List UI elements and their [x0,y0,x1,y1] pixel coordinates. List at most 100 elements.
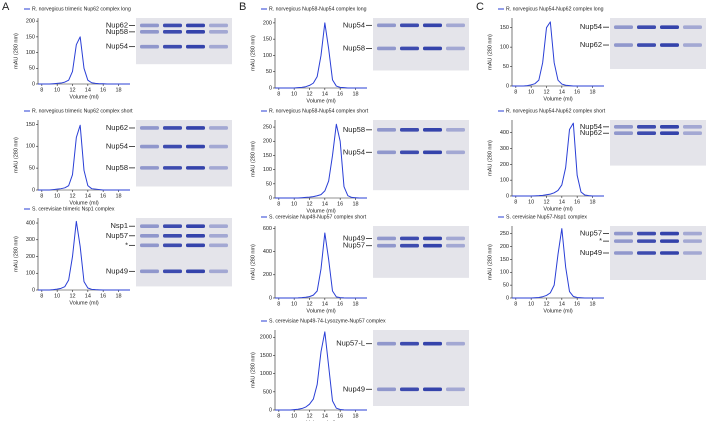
legend-label: R. norvegicus trimeric Nup62 complex sho… [32,108,133,114]
gel-label: Nup62 [580,128,602,137]
gel-band [209,30,228,34]
gel-band [614,251,633,255]
gel-band [614,231,633,236]
gel-band [163,126,182,130]
x-tick-label: 14 [85,293,91,299]
y-tick-label: 0 [506,83,509,89]
gel-image [610,120,706,166]
x-tick-label: 18 [115,293,121,299]
y-tick-label: 400 [500,130,509,136]
y-axis-label: mAU (280 nm) [250,244,256,280]
gel-band [446,23,465,28]
gel-label: Nup49 [106,266,128,275]
gel-band [163,269,182,274]
gel-label: Nup54 [343,147,365,156]
x-tick-label: 10 [528,301,534,307]
y-tick-label: 100 [26,144,35,150]
gel-band [186,166,205,170]
y-tick-label: 200 [263,139,272,145]
x-axis-label: Volume (ml) [543,206,573,212]
gel-band [683,231,702,236]
legend-label: S. cerevisiae Nup57-Nsp1 complex [506,214,587,220]
x-tick-label: 18 [589,89,595,95]
gel-band [637,43,656,47]
gel-band [186,126,205,130]
x-tick-label: 10 [291,413,297,419]
x-tick-label: 8 [277,201,280,207]
y-tick-label: 100 [263,167,272,173]
gel-band [423,387,442,392]
x-tick-label: 18 [352,413,358,419]
y-tick-label: 150 [263,153,272,159]
x-tick-label: 16 [100,193,106,199]
x-tick-label: 16 [574,301,580,307]
gel-label: Nup49 [343,384,365,393]
y-axis-label: mAU (280 nm) [250,352,256,388]
y-tick-label: 0 [269,295,272,301]
x-axis-label: Volume (ml) [69,300,99,306]
chromatogram-line [512,228,604,299]
y-tick-label: 100 [26,271,35,277]
chromatogram-line [38,220,130,291]
gel-band [637,239,656,243]
gel-image [136,120,232,187]
y-tick-label: 150 [26,122,35,128]
x-tick-label: 16 [337,201,343,207]
x-tick-label: 12 [543,199,549,205]
gel-band [446,387,465,392]
gel-image [610,18,706,69]
gel-band [209,166,228,170]
y-axis-label: mAU (280 nm) [13,33,19,69]
gel-band [637,231,656,236]
gel-band [400,243,419,248]
gel-band [614,239,633,243]
y-axis-label: mAU (280 nm) [13,137,19,173]
gel-label: Nup57-L [336,339,365,348]
y-tick-label: 1000 [260,371,272,377]
gel-band [660,125,679,129]
chromatogram-line [38,36,130,85]
x-tick-label: 18 [115,193,121,199]
gel-label: Nup49 [580,248,602,257]
gel-band [423,150,442,155]
y-axis-label: mAU (280 nm) [487,34,493,70]
gel-band [209,243,228,248]
x-tick-label: 14 [85,193,91,199]
panel-letter: C [476,1,484,13]
gel-band [423,341,442,346]
gel-band [683,125,702,129]
x-tick-label: 8 [277,91,280,97]
gel-band [209,126,228,130]
gel-band [186,243,205,248]
x-tick-label: 14 [322,413,328,419]
gel-band [163,44,182,49]
gel-band [614,25,633,29]
x-axis-label: Volume (ml) [306,208,336,214]
y-tick-label: 500 [263,389,272,395]
gel-band [377,128,396,132]
x-tick-label: 10 [54,87,60,93]
gel-image [610,226,706,280]
y-tick-label: 150 [26,34,35,40]
gel-band [186,233,205,238]
gel-band [446,128,465,132]
x-tick-label: 14 [322,91,328,97]
gel-band [209,269,228,274]
gel-band [683,239,702,243]
y-tick-label: 50 [503,283,509,289]
gel-band [614,125,633,129]
gel-band [637,125,656,129]
y-tick-label: 200 [263,20,272,26]
y-axis-label: mAU (280 nm) [250,35,256,71]
x-tick-label: 16 [100,293,106,299]
gel-band [446,46,465,51]
gel-band [660,239,679,243]
x-tick-label: 14 [559,199,565,205]
y-tick-label: 100 [500,270,509,276]
gel-band [660,251,679,255]
gel-band [683,43,702,47]
y-tick-label: 0 [506,295,509,301]
x-tick-label: 18 [352,201,358,207]
x-tick-label: 12 [69,193,75,199]
